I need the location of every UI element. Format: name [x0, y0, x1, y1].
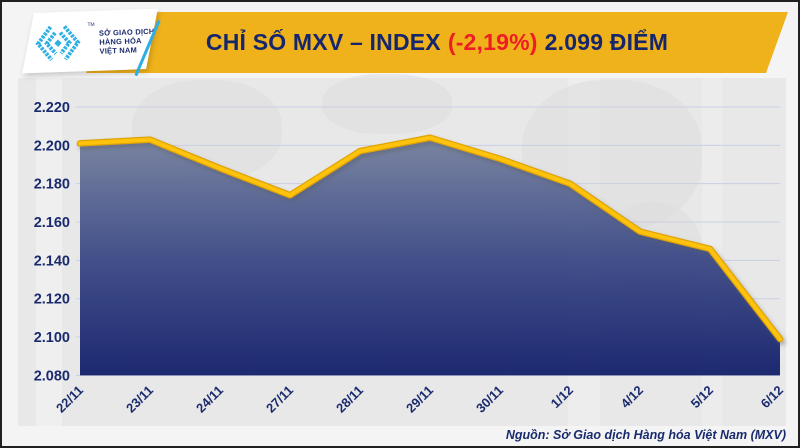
y-tick-label: 2.080 — [34, 368, 70, 384]
x-tick-label: 22/11 — [53, 383, 86, 416]
x-tick-label: 6/12 — [758, 383, 787, 412]
x-axis-date-labels: 22/11 23/11 24/11 27/11 28/11 29/11 30/11 1/12 4… — [53, 383, 786, 416]
y-tick-label: 2.140 — [34, 253, 70, 269]
y-axis-tick-labels: 2.220 2.200 2.180 2.160 2.140 2.120 2.100 2.080 — [34, 100, 70, 384]
x-tick-label: 23/11 — [123, 383, 156, 416]
index-value-text: 2.099 ĐIỂM — [544, 29, 669, 55]
trademark-symbol: TM — [87, 21, 95, 29]
index-area-fill — [80, 137, 780, 376]
x-tick-label: 27/11 — [263, 383, 296, 416]
y-tick-label: 2.100 — [34, 330, 70, 346]
chart-title: CHỈ SỐ MXV – INDEX (-2,19%) 2.099 ĐIỂM — [206, 29, 668, 56]
y-tick-label: 2.220 — [34, 100, 70, 116]
y-tick-label: 2.200 — [34, 138, 70, 154]
title-text: CHỈ SỐ MXV – INDEX — [205, 29, 441, 55]
x-tick-label: 29/11 — [403, 383, 436, 416]
mxv-chevron-logo-icon — [35, 25, 81, 62]
source-note: Nguồn: Sở Giao dịch Hàng hóa Việt Nam (M… — [505, 428, 786, 442]
x-tick-label: 24/11 — [193, 383, 226, 416]
x-tick-label: 5/12 — [688, 383, 717, 412]
index-line — [76, 134, 784, 343]
title-banner: CHỈ SỐ MXV – INDEX (-2,19%) 2.099 ĐIỂM — [86, 12, 788, 73]
logo-line1: SỞ GIAO DỊCH — [98, 26, 155, 38]
x-tick-label: 4/12 — [618, 383, 647, 412]
x-tick-label: 30/11 — [473, 383, 506, 416]
mxv-logo-card: TM SỞ GIAO DỊCH HÀNG HÓA VIỆT NAM — [31, 14, 155, 70]
y-tick-label: 2.120 — [34, 292, 70, 308]
background-band — [36, 78, 62, 426]
change-percent-badge: (-2,19%) — [447, 29, 538, 55]
world-map-watermark — [322, 74, 452, 134]
x-tick-label: 28/11 — [333, 383, 366, 416]
x-tick-label: 1/12 — [548, 383, 577, 412]
y-tick-label: 2.180 — [34, 177, 70, 193]
y-tick-label: 2.160 — [34, 215, 70, 231]
